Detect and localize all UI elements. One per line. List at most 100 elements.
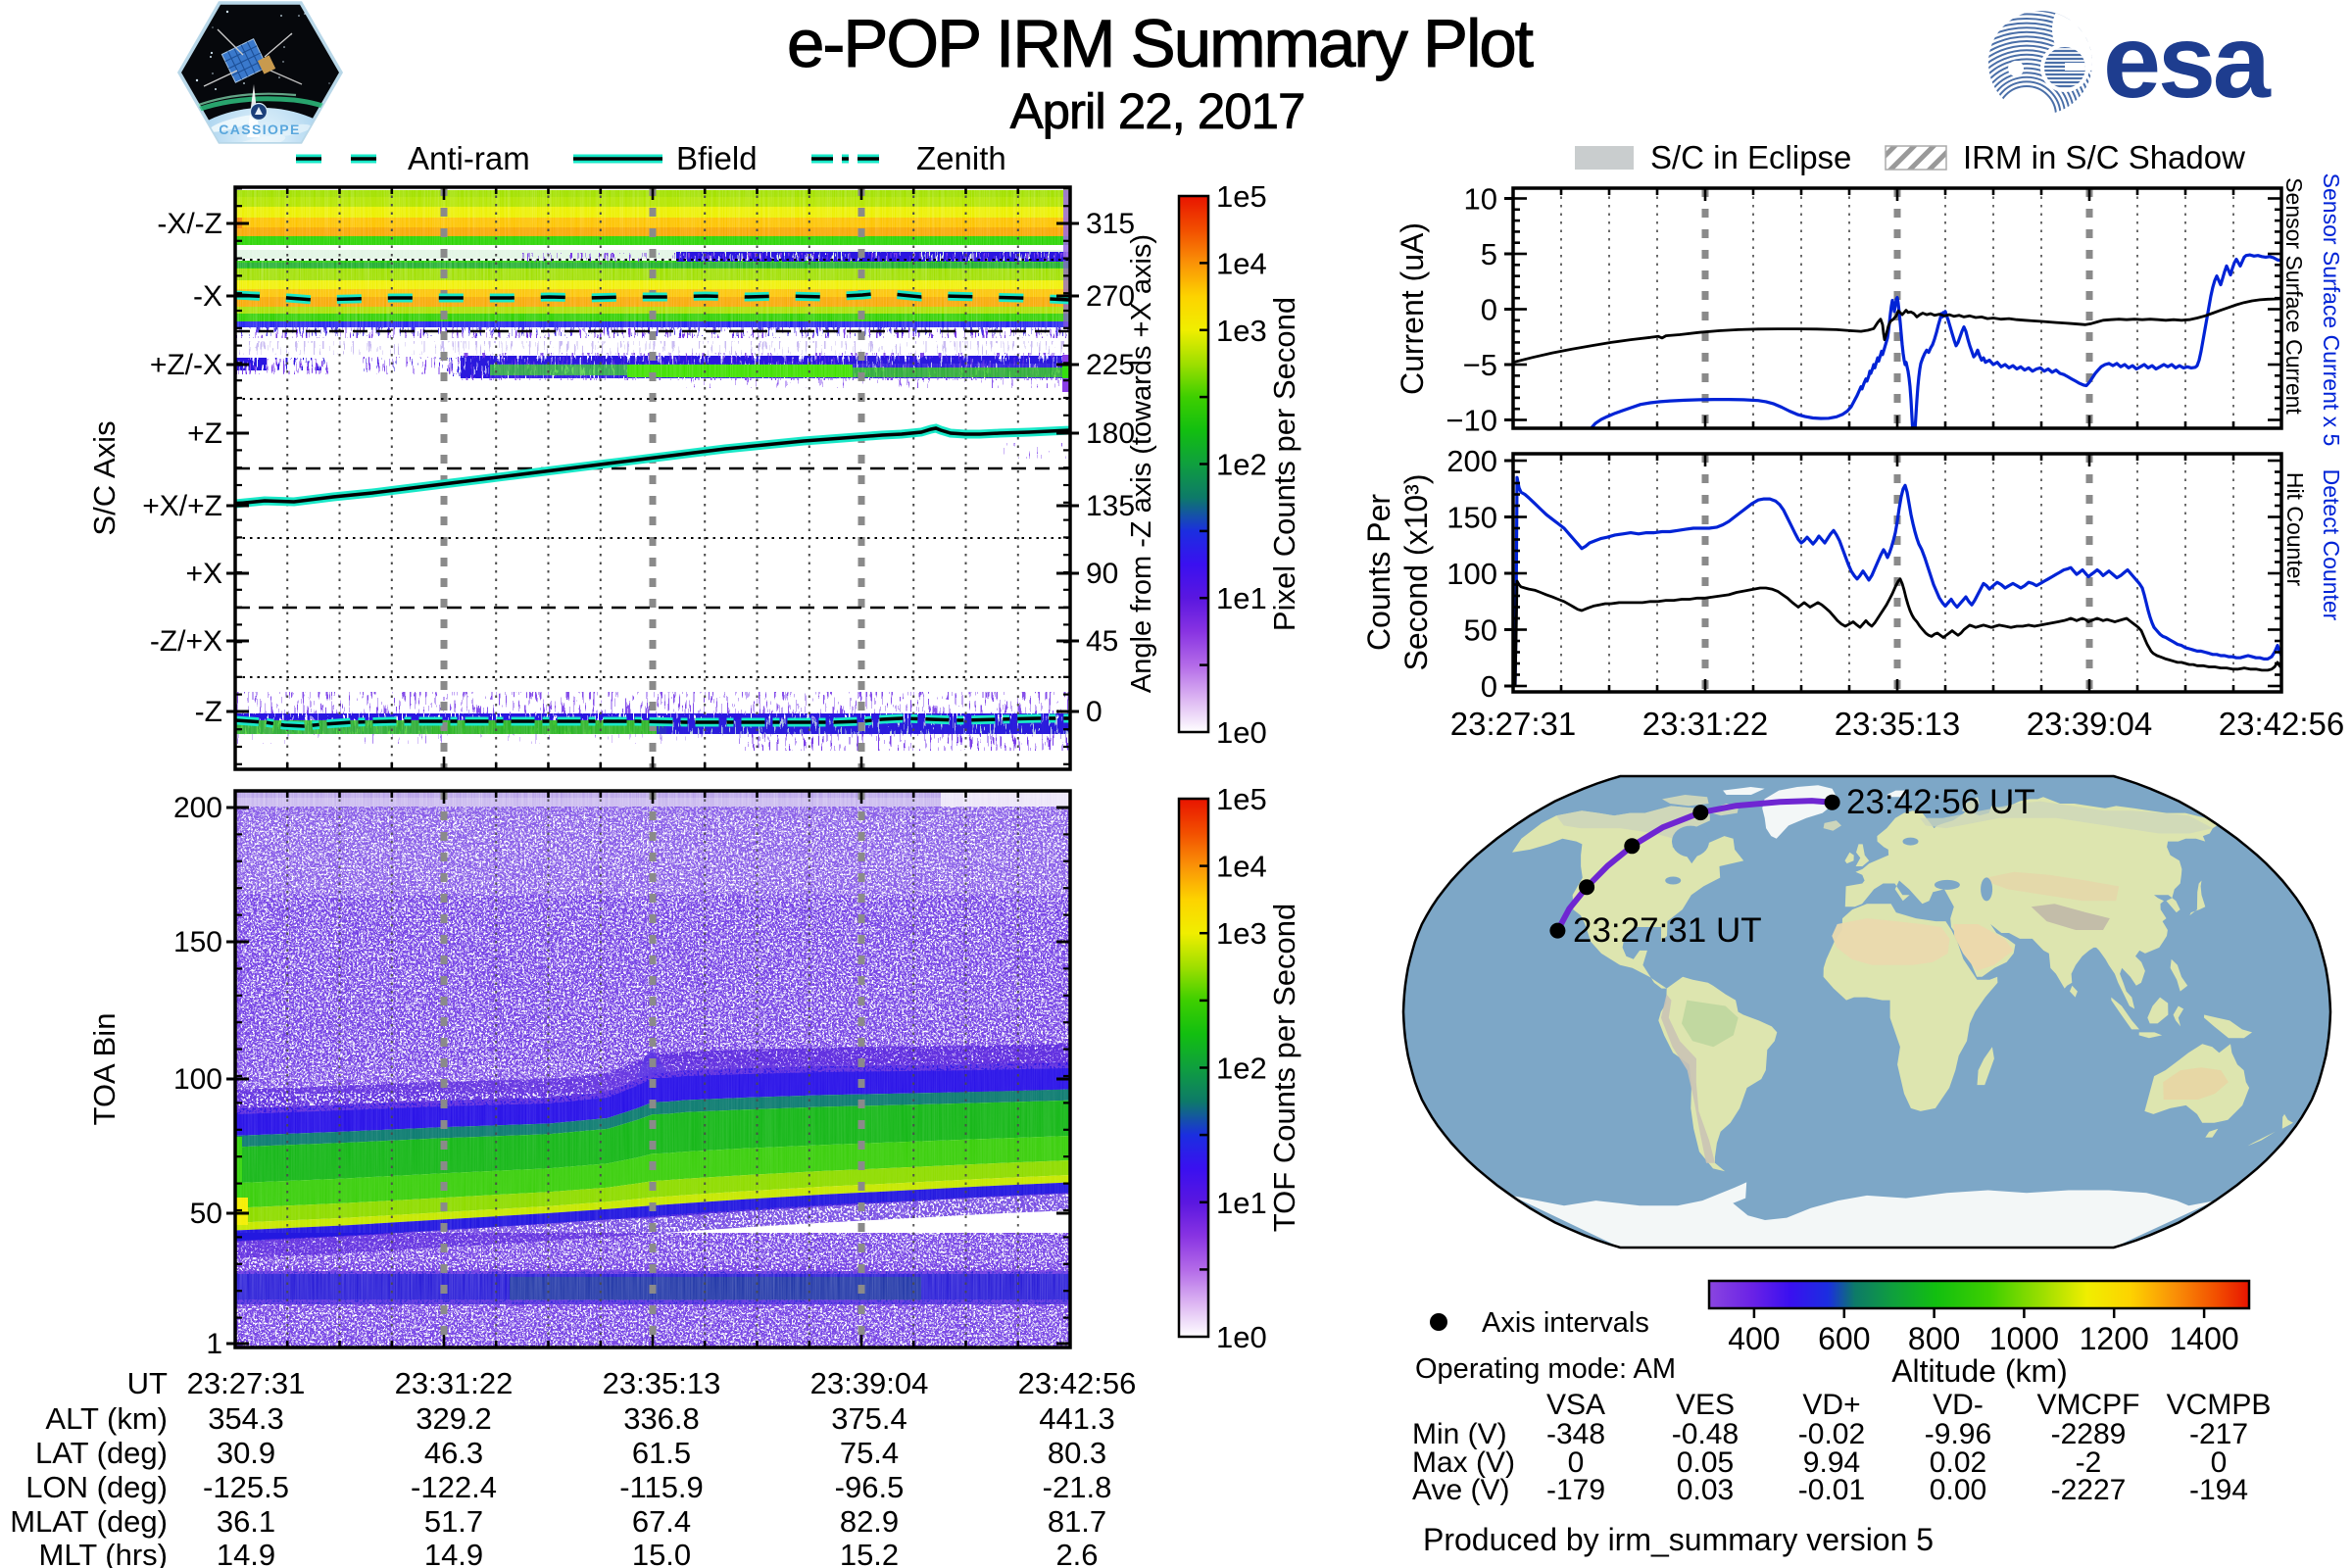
svg-text:+X: +X [185, 558, 222, 590]
svg-text:45: 45 [1086, 625, 1118, 658]
svg-text:50: 50 [190, 1198, 222, 1230]
svg-text:Bfield: Bfield [676, 140, 758, 176]
svg-text:-2: -2 [2076, 1446, 2102, 1479]
svg-text:200: 200 [1446, 444, 1497, 478]
svg-text:800: 800 [1908, 1321, 1960, 1356]
svg-text:1e5: 1e5 [1216, 179, 1267, 214]
svg-text:Pixel Counts per Second: Pixel Counts per Second [1267, 297, 1301, 631]
svg-text:e-POP IRM Summary Plot: e-POP IRM Summary Plot [787, 6, 1534, 81]
svg-text:80.3: 80.3 [1048, 1436, 1106, 1470]
svg-text:VD-: VD- [1933, 1389, 1984, 1421]
svg-text:-X: -X [193, 280, 222, 313]
svg-text:CASSIOPE: CASSIOPE [219, 122, 301, 137]
svg-text:5: 5 [1481, 237, 1497, 271]
svg-text:225: 225 [1086, 349, 1135, 381]
svg-text:Anti-ram: Anti-ram [408, 140, 530, 176]
svg-text:23:27:31: 23:27:31 [187, 1366, 306, 1400]
svg-text:Ave (V): Ave (V) [1412, 1474, 1509, 1506]
svg-text:Hit Counter: Hit Counter [2282, 472, 2308, 587]
svg-text:2.6: 2.6 [1055, 1538, 1098, 1568]
svg-text:0.03: 0.03 [1677, 1474, 1734, 1506]
svg-text:VES: VES [1676, 1389, 1735, 1421]
svg-text:1e1: 1e1 [1216, 1186, 1267, 1220]
svg-text:46.3: 46.3 [424, 1436, 483, 1470]
svg-text:270: 270 [1086, 280, 1135, 313]
svg-text:S/C in Eclipse: S/C in Eclipse [1650, 139, 1851, 175]
svg-text:23:42:56: 23:42:56 [2219, 706, 2344, 742]
svg-text:Zenith: Zenith [916, 140, 1006, 176]
svg-text:MLT (hrs): MLT (hrs) [39, 1538, 168, 1568]
svg-text:Detect Counter: Detect Counter [2319, 469, 2344, 621]
svg-text:100: 100 [173, 1063, 222, 1096]
svg-text:67.4: 67.4 [632, 1504, 691, 1539]
svg-text:23:39:04: 23:39:04 [810, 1366, 929, 1400]
svg-text:-122.4: -122.4 [411, 1470, 497, 1504]
svg-text:61.5: 61.5 [632, 1436, 691, 1470]
svg-text:0.00: 0.00 [1930, 1474, 1986, 1506]
svg-text:-125.5: -125.5 [203, 1470, 289, 1504]
svg-text:-2227: -2227 [2051, 1474, 2127, 1506]
svg-text:-0.01: -0.01 [1798, 1474, 1865, 1506]
svg-text:0: 0 [2211, 1446, 2228, 1479]
svg-text:Altitude (km): Altitude (km) [1891, 1353, 2068, 1389]
svg-text:1e5: 1e5 [1216, 782, 1267, 816]
svg-text:0: 0 [1086, 696, 1102, 728]
svg-text:VSA: VSA [1546, 1389, 1605, 1421]
svg-text:-96.5: -96.5 [835, 1470, 905, 1504]
svg-text:Sensor Surface Current x 5: Sensor Surface Current x 5 [2319, 173, 2344, 447]
svg-text:1e2: 1e2 [1216, 448, 1267, 482]
svg-text:-9.96: -9.96 [1925, 1418, 1991, 1450]
svg-text:1e0: 1e0 [1216, 715, 1267, 750]
svg-text:0: 0 [1568, 1446, 1585, 1479]
svg-text:Axis intervals: Axis intervals [1482, 1307, 1649, 1339]
svg-text:Min (V): Min (V) [1412, 1418, 1507, 1450]
svg-text:354.3: 354.3 [208, 1401, 284, 1436]
svg-text:1e1: 1e1 [1216, 581, 1267, 615]
svg-text:VD+: VD+ [1802, 1389, 1860, 1421]
svg-text:30.9: 30.9 [217, 1436, 275, 1470]
svg-text:LON (deg): LON (deg) [25, 1470, 168, 1504]
svg-text:51.7: 51.7 [424, 1504, 483, 1539]
svg-text:36.1: 36.1 [217, 1504, 275, 1539]
svg-text:14.9: 14.9 [424, 1538, 483, 1568]
svg-text:329.2: 329.2 [416, 1401, 492, 1436]
svg-text:23:31:22: 23:31:22 [1642, 706, 1768, 742]
svg-text:180: 180 [1086, 417, 1135, 450]
svg-text:Counts Per: Counts Per [1361, 494, 1396, 651]
svg-text:82.9: 82.9 [840, 1504, 899, 1539]
svg-text:1: 1 [206, 1328, 222, 1360]
svg-text:Second (x10³): Second (x10³) [1398, 474, 1434, 671]
svg-text:VCMPB: VCMPB [2167, 1389, 2272, 1421]
svg-text:-217: -217 [2189, 1418, 2248, 1450]
svg-text:23:27:31: 23:27:31 [1450, 706, 1576, 742]
svg-text:esa: esa [2103, 4, 2272, 120]
svg-text:ALT (km): ALT (km) [45, 1401, 168, 1436]
svg-text:1400: 1400 [2170, 1321, 2239, 1356]
svg-text:-0.48: -0.48 [1672, 1418, 1739, 1450]
svg-text:LAT (deg): LAT (deg) [35, 1436, 168, 1470]
svg-text:-21.8: -21.8 [1043, 1470, 1112, 1504]
svg-text:75.4: 75.4 [840, 1436, 899, 1470]
svg-text:+X/+Z: +X/+Z [142, 490, 222, 522]
svg-text:Angle from -Z axis (towards +X: Angle from -Z axis (towards +X axis) [1126, 234, 1157, 693]
svg-text:315: 315 [1086, 208, 1135, 240]
svg-text:150: 150 [1446, 501, 1497, 535]
svg-text:-Z/+X: -Z/+X [150, 625, 222, 658]
svg-text:1000: 1000 [1989, 1321, 2059, 1356]
svg-text:1e4: 1e4 [1216, 850, 1267, 884]
svg-text:MLAT (deg): MLAT (deg) [10, 1504, 168, 1539]
svg-text:1e3: 1e3 [1216, 916, 1267, 951]
svg-text:TOF Counts per Second: TOF Counts per Second [1267, 904, 1301, 1232]
svg-text:23:27:31 UT: 23:27:31 UT [1573, 911, 1762, 950]
svg-text:-115.9: -115.9 [619, 1470, 704, 1504]
svg-text:15.2: 15.2 [840, 1538, 899, 1568]
svg-text:Current (uA): Current (uA) [1395, 222, 1430, 395]
svg-text:−5: −5 [1463, 348, 1497, 382]
svg-text:1e3: 1e3 [1216, 314, 1267, 348]
svg-text:S/C Axis: S/C Axis [87, 420, 122, 535]
svg-text:23:35:13: 23:35:13 [603, 1366, 721, 1400]
svg-text:135: 135 [1086, 490, 1135, 522]
svg-text:1e2: 1e2 [1216, 1052, 1267, 1086]
svg-text:-Z: -Z [195, 696, 222, 728]
svg-text:−10: −10 [1446, 404, 1497, 438]
